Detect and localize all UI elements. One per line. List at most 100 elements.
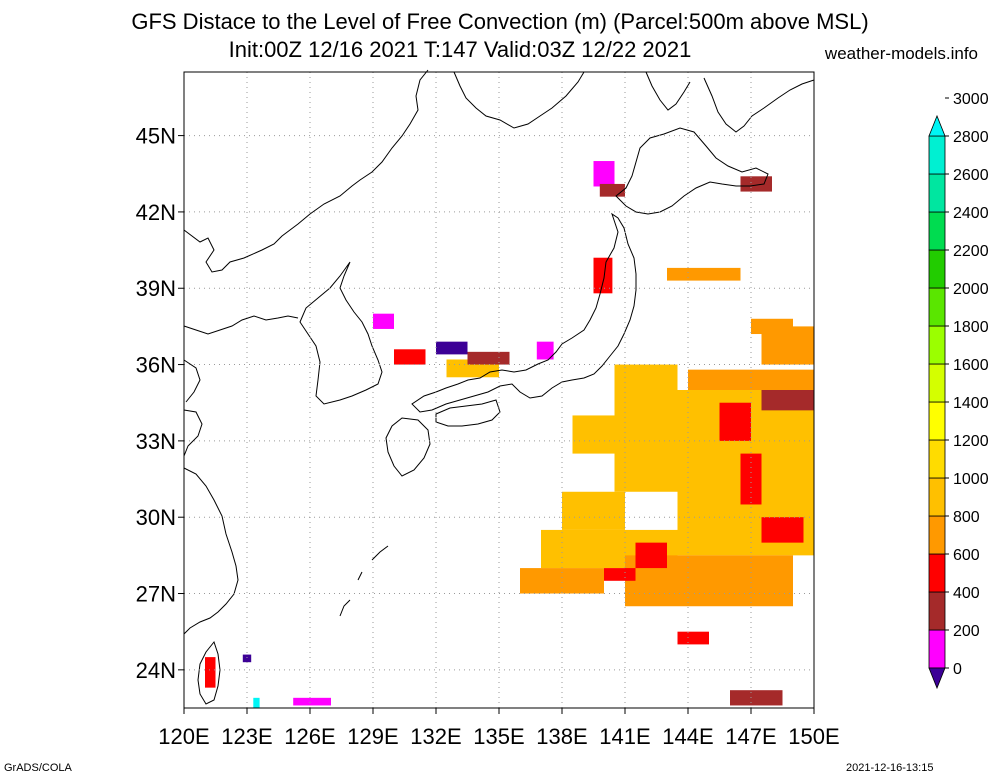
lfc-cell (242, 654, 252, 663)
lfc-cell (604, 568, 636, 581)
lat-tick-label: 39N (136, 276, 176, 301)
colorbar-segment (928, 135, 946, 175)
lfc-cell (520, 568, 604, 594)
lat-labels: 24N 27N 30N 33N 36N 39N 42N 45N (136, 124, 176, 683)
lfc-field-layer (205, 161, 814, 708)
lfc-cell (677, 631, 709, 645)
lat-lon-grid (184, 72, 814, 708)
axis-ticks (178, 135, 815, 714)
lfc-cell (635, 542, 667, 569)
lon-tick-label: 138E (536, 724, 587, 749)
colorbar-label: 600 (953, 547, 980, 564)
lon-tick-label: 129E (347, 724, 398, 749)
lon-tick-label: 150E (788, 724, 839, 749)
colorbar-segment (928, 325, 946, 365)
lfc-cell (719, 402, 751, 441)
lfc-cell (688, 369, 814, 390)
lfc-cell (599, 183, 625, 197)
colorbar-label: 2800 (953, 129, 989, 146)
lon-tick-label: 141E (599, 724, 650, 749)
lat-tick-label: 36N (136, 353, 176, 378)
color-bar: 0 200 400 600 800 1000 1200 1400 1600 1800 2000 220… (928, 91, 989, 690)
colorbar-segment (928, 401, 946, 441)
colorbar-max-arrow (928, 114, 946, 137)
coastline-taiwan (197, 640, 221, 705)
coastline-honshu (411, 212, 637, 413)
colorbar-segment (928, 515, 946, 555)
colorbar-label: 2000 (953, 281, 989, 298)
colorbar-label: 1600 (953, 357, 989, 374)
lfc-cell (373, 313, 394, 329)
colorbar-segment (928, 363, 946, 403)
lfc-cell (740, 176, 772, 192)
lfc-cell (253, 697, 260, 708)
lat-tick-label: 24N (136, 658, 176, 683)
coastline-hokkaido (615, 127, 769, 215)
lfc-cell (205, 657, 216, 688)
lfc-cell (593, 161, 615, 187)
lfc-cell (593, 257, 613, 294)
colorbar-label: 1400 (953, 395, 989, 412)
coastline-russia (453, 71, 585, 129)
lfc-cell (751, 318, 793, 335)
lon-tick-label: 120E (158, 724, 209, 749)
lat-tick-label: 27N (136, 582, 176, 607)
lat-tick-label: 45N (136, 124, 176, 149)
coastline-layer (183, 69, 815, 705)
coastline-shikoku (435, 399, 501, 427)
colorbar-label: 2200 (953, 243, 989, 260)
coastline-kyushu (385, 417, 431, 477)
lfc-cell (536, 341, 554, 360)
lfc-cell (436, 341, 468, 355)
lfc-cell (667, 267, 741, 281)
site-credit: weather-models.info (824, 44, 978, 63)
footer-timestamp: 2021-12-16-13:15 (846, 762, 934, 774)
colorbar-label: 200 (953, 623, 980, 640)
lon-labels: 120E 123E 126E 129E 132E 135E 138E 141E 144E 147E… (158, 724, 839, 749)
colorbar-label: 1000 (953, 471, 989, 488)
lat-tick-label: 30N (136, 505, 176, 530)
footer-left: GrADS/COLA (4, 762, 72, 774)
colorbar-min-arrow (928, 667, 946, 690)
colorbar-label: 0 (953, 661, 962, 678)
colorbar-segment (928, 591, 946, 631)
lfc-cell (740, 453, 762, 505)
colorbar-segment (928, 173, 946, 213)
colorbar-segment (928, 287, 946, 327)
lfc-cell (467, 351, 510, 365)
lfc-cell (293, 697, 331, 706)
colorbar-label: 3000 (953, 91, 989, 108)
map-subtitle: Init:00Z 12/16 2021 T:147 Valid:03Z 12/2… (228, 37, 692, 62)
colorbar-label: 1800 (953, 319, 989, 336)
lat-tick-label: 33N (136, 429, 176, 454)
lat-tick-label: 42N (136, 200, 176, 225)
lon-tick-label: 126E (284, 724, 335, 749)
coastline-asia (183, 69, 429, 635)
colorbar-segment (928, 629, 946, 669)
lfc-cell (761, 390, 814, 411)
lon-tick-label: 144E (662, 724, 713, 749)
lfc-cell (761, 517, 804, 543)
map-title: GFS Distace to the Level of Free Convect… (131, 9, 869, 34)
colorbar-label: 2600 (953, 167, 989, 184)
lfc-cell (572, 415, 625, 454)
coastline-sakhalin (645, 71, 815, 133)
coastline-ryukyu (339, 545, 389, 617)
colorbar-label: 1200 (953, 433, 989, 450)
colorbar-label: 800 (953, 509, 980, 526)
lfc-cell (562, 491, 625, 530)
lfc-cell (394, 349, 426, 365)
colorbar-segment (928, 553, 946, 593)
lfc-cell (730, 690, 783, 706)
lon-tick-label: 135E (473, 724, 524, 749)
lon-tick-label: 132E (410, 724, 461, 749)
colorbar-label: 2400 (953, 205, 989, 222)
colorbar-label: 400 (953, 585, 980, 602)
colorbar-segment (928, 211, 946, 251)
colorbar-segment (928, 439, 946, 479)
lon-tick-label: 147E (725, 724, 776, 749)
colorbar-segment (928, 477, 946, 517)
colorbar-segment (928, 249, 946, 289)
lon-tick-label: 123E (221, 724, 272, 749)
